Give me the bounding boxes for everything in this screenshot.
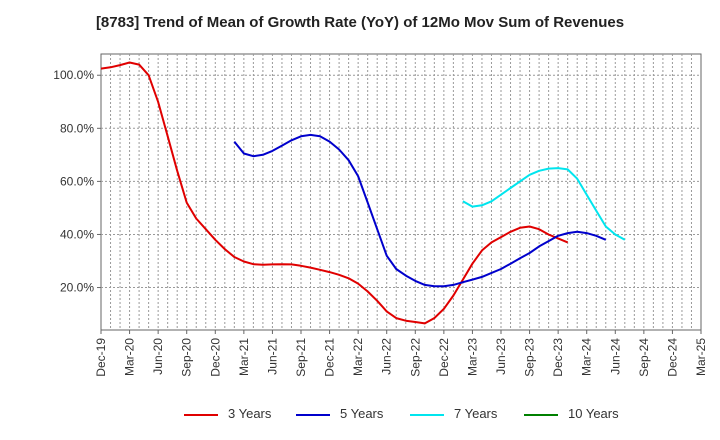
legend: 3 Years 5 Years 7 Years 10 Years bbox=[0, 404, 720, 424]
y-axis-ticks: 20.0% 40.0% 60.0% 80.0% 100.0% bbox=[53, 68, 101, 295]
x-tick-label: Mar-21 bbox=[237, 338, 251, 376]
x-tick-label: Dec-21 bbox=[323, 338, 337, 377]
x-tick-label: Sep-23 bbox=[523, 338, 537, 377]
series-line-5-years bbox=[233, 133, 607, 288]
x-tick-label: Jun-23 bbox=[494, 338, 508, 375]
x-tick-label: Mar-25 bbox=[694, 338, 708, 376]
y-tick-label: 100.0% bbox=[53, 68, 94, 82]
legend-item-10-years: 10 Years bbox=[524, 404, 619, 424]
legend-swatch-5-years bbox=[296, 413, 330, 416]
legend-swatch-3-years bbox=[184, 413, 218, 416]
x-tick-label: Mar-24 bbox=[580, 338, 594, 376]
legend-swatch-10-years bbox=[524, 413, 558, 416]
x-tick-label: Sep-20 bbox=[180, 338, 194, 377]
legend-label-7-years: 7 Years bbox=[454, 406, 498, 421]
legend-item-7-years: 7 Years bbox=[410, 404, 497, 424]
legend-swatch-7-years bbox=[410, 413, 444, 416]
legend-label-10-years: 10 Years bbox=[568, 406, 619, 421]
x-tick-label: Jun-21 bbox=[265, 338, 279, 375]
x-tick-label: Sep-21 bbox=[294, 338, 308, 377]
legend-label-3-years: 3 Years bbox=[228, 406, 272, 421]
x-tick-label: Jun-24 bbox=[608, 338, 622, 375]
series-line-7-years bbox=[462, 167, 626, 241]
x-tick-label: Sep-22 bbox=[408, 338, 422, 377]
x-tick-label: Dec-19 bbox=[94, 338, 108, 377]
y-tick-label: 60.0% bbox=[60, 174, 94, 188]
chart-title: [8783] Trend of Mean of Growth Rate (YoY… bbox=[95, 14, 625, 31]
legend-item-5-years: 5 Years bbox=[296, 404, 383, 424]
y-tick-label: 40.0% bbox=[60, 227, 94, 241]
x-tick-label: Sep-24 bbox=[637, 338, 651, 377]
legend-item-3-years: 3 Years bbox=[184, 404, 271, 424]
series-line-3-years bbox=[100, 61, 569, 325]
y-tick-label: 20.0% bbox=[60, 281, 94, 295]
series-lines bbox=[100, 61, 626, 325]
x-tick-label: Mar-23 bbox=[465, 338, 479, 376]
x-axis-ticks: Dec-19 Mar-20 Jun-20 Sep-20 Dec-20 Mar-21 Jun-… bbox=[94, 330, 708, 377]
x-tick-label: Mar-22 bbox=[351, 338, 365, 376]
y-tick-label: 80.0% bbox=[60, 121, 94, 135]
x-tick-label: Dec-23 bbox=[551, 338, 565, 377]
x-tick-label: Dec-24 bbox=[665, 338, 679, 377]
x-tick-label: Mar-20 bbox=[123, 338, 137, 376]
x-tick-label: Jun-22 bbox=[380, 338, 394, 375]
plot-area bbox=[100, 53, 702, 331]
grid-lines bbox=[101, 54, 701, 330]
x-tick-label: Jun-20 bbox=[151, 338, 165, 375]
legend-label-5-years: 5 Years bbox=[340, 406, 384, 421]
x-tick-label: Dec-22 bbox=[437, 338, 451, 377]
x-tick-label: Dec-20 bbox=[208, 338, 222, 377]
